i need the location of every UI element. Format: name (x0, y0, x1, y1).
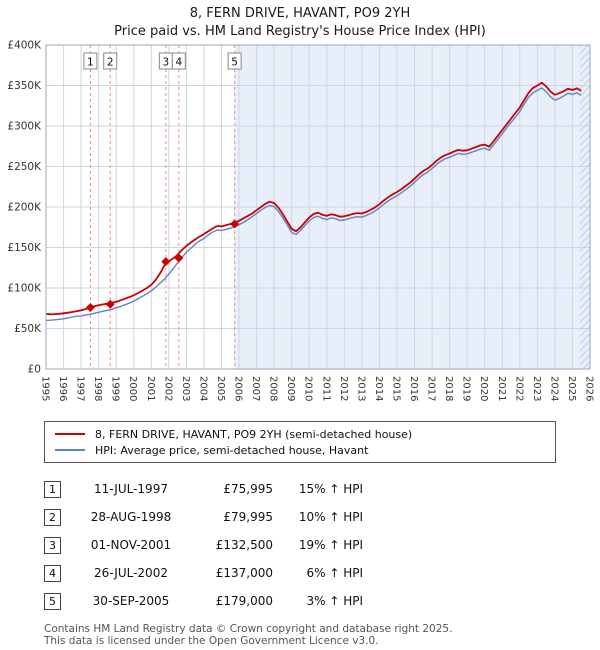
x-axis-tick-label: 2009 (285, 376, 296, 401)
y-axis-tick-label: £400K (7, 40, 42, 52)
transaction-hpi-change: 10% ↑ HPI (298, 510, 363, 524)
transaction-number-badge: 1 (44, 480, 61, 498)
transaction-row: 4 26-JUL-2002 £137,000 6% ↑ HPI (44, 559, 600, 587)
x-axis-tick-label: 2018 (443, 376, 454, 401)
sale-number-flag (103, 52, 118, 70)
x-axis-tick-label: 2008 (268, 376, 279, 401)
x-axis-tick-label: 2021 (496, 376, 507, 401)
transaction-price: £179,000 (215, 594, 273, 608)
x-axis-tick-label: 2003 (180, 376, 191, 401)
x-axis-tick-label: 2024 (548, 376, 559, 401)
transaction-date: 11-JUL-1997 (94, 482, 168, 496)
x-axis-tick-label: 2022 (513, 376, 524, 401)
x-axis-tick-label: 2016 (408, 376, 419, 401)
chart-subtitle: Price paid vs. HM Land Registry's House … (114, 24, 486, 39)
plot-border (45, 44, 591, 370)
x-axis-tick-label: 2017 (426, 376, 437, 401)
x-axis-tick-label: 2005 (215, 376, 226, 401)
legend-item-hpi: HPI: Average price, semi-detached house,… (55, 442, 545, 458)
transaction-price: £132,500 (215, 538, 273, 552)
x-axis-tick-label: 1999 (110, 376, 121, 401)
transaction-row: 1 11-JUL-1997 £75,995 15% ↑ HPI (44, 475, 600, 503)
x-axis-tick-label: 2023 (531, 376, 542, 401)
x-axis-tick-label: 2007 (250, 376, 261, 401)
x-axis-tick-label: 2004 (197, 376, 208, 401)
transaction-number-badge: 3 (44, 536, 61, 554)
x-axis-tick-label: 1997 (75, 376, 86, 401)
x-axis-tick-label: 2010 (303, 376, 314, 401)
legend-line-property (55, 433, 85, 435)
x-axis-tick-label: 2025 (566, 376, 577, 401)
sale-number-flag (83, 52, 98, 70)
transaction-price: £137,000 (215, 566, 273, 580)
sale-number-flag (227, 52, 242, 70)
x-axis-tick-label: 1998 (92, 376, 103, 401)
x-axis-tick-label: 1995 (40, 376, 51, 401)
sale-number-label: 5 (231, 57, 238, 69)
legend-item-property: 8, FERN DRIVE, HAVANT, PO9 2YH (semi-det… (55, 426, 545, 442)
x-axis-tick-label: 2011 (320, 376, 331, 401)
legend-label-property: 8, FERN DRIVE, HAVANT, PO9 2YH (semi-det… (95, 427, 413, 441)
transaction-date: 28-AUG-1998 (90, 510, 172, 524)
sale-number-label: 1 (87, 57, 94, 69)
transaction-number-badge: 4 (44, 564, 61, 582)
x-axis-tick-label: 2019 (461, 376, 472, 401)
sale-number-label: 4 (175, 57, 182, 69)
y-axis-tick-label: £150K (7, 242, 42, 254)
transaction-row: 5 30-SEP-2005 £179,000 3% ↑ HPI (44, 587, 600, 615)
y-axis-tick-label: £200K (7, 202, 42, 214)
legend-line-hpi (55, 449, 85, 451)
future-hatched-region (579, 45, 590, 369)
sale-number-label: 3 (163, 57, 170, 69)
chart-title: 8, FERN DRIVE, HAVANT, PO9 2YH (189, 6, 411, 21)
series-line-hpi (45, 87, 582, 322)
x-axis-tick-label: 2006 (233, 376, 244, 401)
transaction-price: £79,995 (223, 510, 273, 524)
transaction-row: 2 28-AUG-1998 £79,995 10% ↑ HPI (44, 503, 600, 531)
transaction-hpi-change: 3% ↑ HPI (306, 594, 363, 608)
sale-marker (105, 299, 115, 309)
x-axis-tick-label: 2000 (127, 376, 138, 401)
chart-header: 8, FERN DRIVE, HAVANT, PO9 2YH Price pai… (0, 0, 600, 39)
transaction-row: 3 01-NOV-2001 £132,500 19% ↑ HPI (44, 531, 600, 559)
transaction-price: £75,995 (223, 482, 273, 496)
footer-line-1: Contains HM Land Registry data © Crown c… (44, 623, 453, 635)
x-axis-tick-label: 2014 (373, 376, 384, 401)
y-axis-tick-label: £0 (28, 364, 41, 376)
sale-marker (174, 253, 184, 263)
y-axis-tick-label: £300K (7, 121, 42, 133)
footer-line-2: This data is licensed under the Open Gov… (44, 635, 379, 647)
x-axis-tick-label: 2002 (162, 376, 173, 401)
license-footer: Contains HM Land Registry data © Crown c… (44, 623, 600, 647)
legend-label-hpi: HPI: Average price, semi-detached house,… (95, 443, 369, 457)
transactions-table: 1 11-JUL-1997 £75,995 15% ↑ HPI 2 28-AUG… (44, 475, 600, 615)
transaction-number-badge: 5 (44, 592, 61, 610)
x-axis-tick-label: 2026 (584, 376, 595, 401)
x-axis-tick-label: 2013 (355, 376, 366, 401)
transaction-date: 26-JUL-2002 (94, 566, 168, 580)
y-axis-tick-label: £100K (7, 283, 42, 295)
sale-marker (85, 302, 95, 312)
transaction-date: 30-SEP-2005 (92, 594, 170, 608)
transaction-hpi-change: 19% ↑ HPI (298, 538, 363, 552)
x-axis-tick-label: 2012 (338, 376, 349, 401)
y-axis-tick-label: £350K (7, 80, 42, 92)
sale-number-flag (171, 52, 186, 70)
chart-legend: 8, FERN DRIVE, HAVANT, PO9 2YH (semi-det… (44, 421, 556, 463)
transaction-date: 01-NOV-2001 (90, 538, 172, 552)
x-axis-tick-label: 2015 (390, 376, 401, 401)
transaction-hpi-change: 15% ↑ HPI (298, 482, 363, 496)
price-history-chart: £0 £50K £100K £150K £200K £250K £300K £350K £400… (7, 40, 595, 402)
sale-marker (161, 257, 171, 267)
x-axis-tick-label: 1996 (57, 376, 68, 401)
series-line-property (45, 81, 582, 316)
y-axis-tick-label: £50K (14, 323, 42, 335)
transaction-hpi-change: 6% ↑ HPI (306, 566, 363, 580)
x-axis-tick-label: 2020 (478, 376, 489, 401)
sale-marker (230, 219, 240, 229)
x-axis-tick-label: 2001 (145, 376, 156, 401)
y-axis-tick-label: £250K (7, 161, 42, 173)
transaction-number-badge: 2 (44, 508, 61, 526)
sale-number-label: 2 (107, 57, 114, 69)
